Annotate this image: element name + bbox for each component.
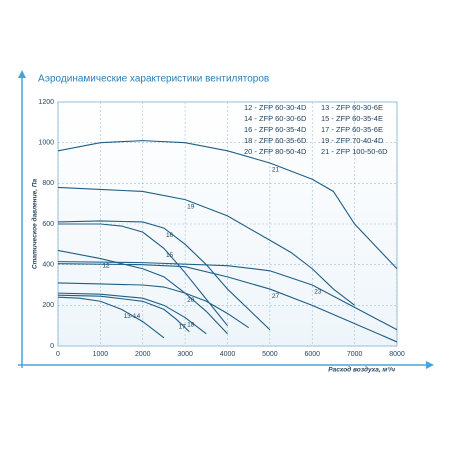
y-axis-label: Статическое давление, Па: [31, 179, 39, 270]
legend-entry: 19 - ZFP 70-40-4D: [321, 136, 384, 145]
x-tick-label: 8000: [389, 351, 405, 358]
curve-label: 20: [187, 297, 195, 304]
curve-label: 12: [102, 262, 110, 269]
series-line: [57, 296, 165, 339]
y-tick-label: 1000: [38, 140, 54, 147]
x-tick-label: 3000: [177, 351, 193, 358]
curve-label: 18: [187, 321, 195, 328]
legend-entry: 16 - ZFP 60-35-4D: [244, 125, 307, 134]
series-line: [57, 292, 207, 335]
curve-label: 17: [179, 323, 187, 330]
y-tick-label: 600: [42, 221, 54, 228]
series-line: [58, 223, 228, 327]
y-tick-label: 800: [42, 180, 54, 187]
y-tick-label: 400: [42, 262, 54, 269]
legend-entry: 17 - ZFP 60-35-6E: [321, 125, 383, 134]
curve-label: 13-14: [124, 313, 141, 320]
y-tick-label: 1200: [38, 99, 54, 106]
x-tick-label: 0: [56, 351, 60, 358]
x-tick-label: 2000: [135, 351, 151, 358]
curve-label: 21: [272, 167, 280, 174]
series-line: [57, 140, 398, 270]
y-arrow-head: [18, 70, 26, 78]
curve-label: 27: [272, 293, 280, 300]
chart-title: Аэродинамические характеристики вентилят…: [38, 74, 269, 85]
series-line: [57, 186, 355, 306]
x-tick-label: 6000: [304, 351, 320, 358]
legend-entry: 15 - ZFP 60-35-4E: [321, 114, 383, 123]
series-line: [57, 220, 271, 331]
x-tick-label: 1000: [93, 351, 109, 358]
series-line: [57, 261, 398, 331]
y-tick-label: 0: [50, 343, 54, 350]
legend-entry: 12 - ZFP 60-30-4D: [244, 103, 307, 112]
legend-entry: 14 - ZFP 60-30-6D: [244, 114, 307, 123]
y-tick-label: 200: [42, 302, 54, 309]
curve-label: 15: [166, 252, 174, 259]
x-axis-label: Расход воздуха, м³/ч: [328, 366, 395, 374]
x-arrow-head: [426, 361, 434, 369]
curve-label: 23: [314, 289, 322, 296]
series-line: [57, 294, 190, 333]
x-tick-label: 7000: [347, 351, 363, 358]
legend-entry: 21 - ZFP 100-50-6D: [321, 147, 388, 156]
legend-entry: 13 - ZFP 60-30-6E: [321, 103, 383, 112]
legend-entry: 20 - ZFP 80-50-4D: [244, 147, 307, 156]
curve-label: 16: [166, 232, 174, 239]
series-line: [57, 249, 228, 335]
legend-entry: 18 - ZFP 60-35-6D: [244, 136, 307, 145]
series-line: [57, 263, 398, 343]
x-tick-label: 5000: [262, 351, 278, 358]
x-tick-label: 4000: [220, 351, 236, 358]
curve-label: 19: [187, 203, 195, 210]
series-line: [57, 282, 249, 329]
